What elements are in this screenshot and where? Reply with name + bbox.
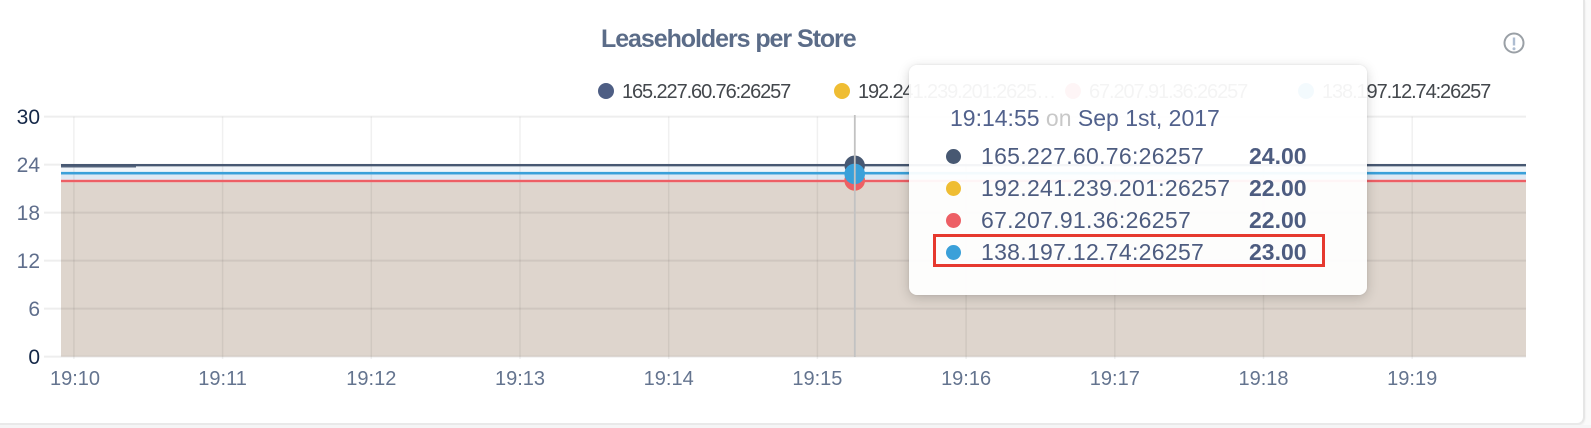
svg-text:19:15: 19:15 <box>792 368 842 390</box>
svg-text:18: 18 <box>17 202 40 225</box>
svg-text:30: 30 <box>17 106 40 129</box>
svg-text:19:12: 19:12 <box>346 368 396 390</box>
svg-text:6: 6 <box>28 298 40 321</box>
svg-text:12: 12 <box>17 250 40 273</box>
svg-text:19:14: 19:14 <box>644 368 694 390</box>
svg-text:19:18: 19:18 <box>1238 368 1288 390</box>
svg-text:19:17: 19:17 <box>1090 368 1140 390</box>
svg-text:19:16: 19:16 <box>941 368 991 390</box>
svg-text:24: 24 <box>17 154 41 177</box>
svg-text:19:13: 19:13 <box>495 368 545 390</box>
svg-text:19:19: 19:19 <box>1387 368 1437 390</box>
svg-text:0: 0 <box>28 346 40 369</box>
svg-text:19:10: 19:10 <box>50 368 100 390</box>
svg-text:19:11: 19:11 <box>198 368 247 390</box>
